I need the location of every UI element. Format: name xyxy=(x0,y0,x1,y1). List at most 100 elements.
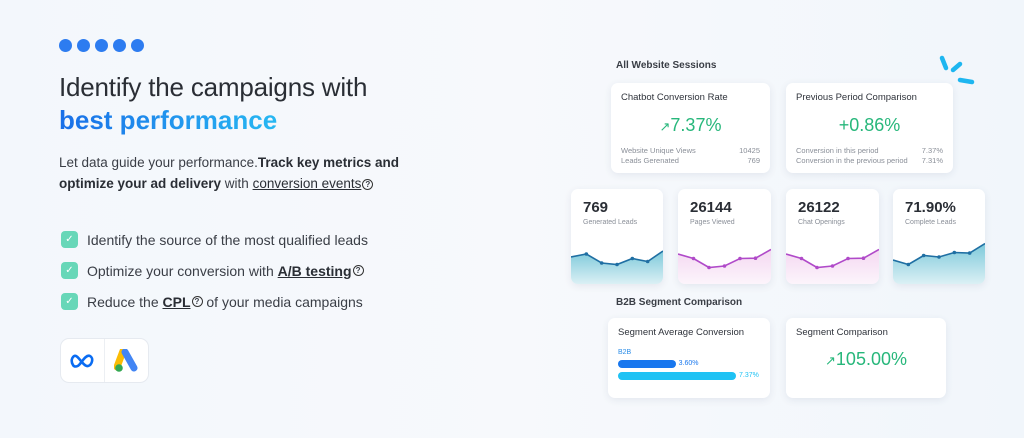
row-label: Conversion in this period xyxy=(796,146,879,155)
metric-label: Complete Leads xyxy=(905,219,956,226)
sparkline-point xyxy=(707,265,711,270)
metric-card: 26144 Pages Viewed xyxy=(678,189,771,284)
row-value: 7.37% xyxy=(921,146,943,155)
sparkline-point xyxy=(691,256,696,261)
card-title: Segment Average Conversion xyxy=(618,327,745,338)
previous-period-card: Previous Period Comparison +0.86% Conver… xyxy=(786,83,953,173)
row-label: Leads Gerenated xyxy=(621,156,679,165)
metric-value: 71.90% xyxy=(905,199,956,216)
metric-value: 26144 xyxy=(690,199,732,216)
legend-label: B2B xyxy=(618,349,632,356)
bar-chart: 3.60% 7.37% xyxy=(618,358,768,382)
sparkline-point xyxy=(599,261,604,265)
sparkline-point xyxy=(630,256,635,261)
check-icon: ✓ xyxy=(61,293,78,310)
check-icon: ✓ xyxy=(61,262,78,279)
sparkline-point xyxy=(846,256,850,261)
bar-label: 7.37% xyxy=(739,372,759,379)
bar-row: 3.60% xyxy=(618,358,768,369)
sparkline-point xyxy=(738,256,742,261)
description: Let data guide your performance.Track ke… xyxy=(59,152,439,194)
dot xyxy=(113,39,126,52)
section-title: All Website Sessions xyxy=(616,60,717,71)
row-value: 7.31% xyxy=(921,156,943,165)
description-text: Let data guide your performance. xyxy=(59,155,258,170)
card-title: Chatbot Conversion Rate xyxy=(621,92,728,103)
sparkline-point xyxy=(799,256,804,261)
row-label: Website Unique Views xyxy=(621,146,696,155)
description-text: with xyxy=(221,176,253,191)
sparkline-point xyxy=(830,264,835,268)
metric-card: 71.90% Complete Leads xyxy=(893,189,985,284)
chatbot-conversion-card: Chatbot Conversion Rate ↗7.37% Website U… xyxy=(611,83,770,173)
metric-label: Pages Viewed xyxy=(690,219,735,226)
list-item: ✓ Reduce the CPL? of your media campaigns xyxy=(61,286,368,317)
metric-label: Generated Leads xyxy=(583,219,638,226)
conversion-events-link[interactable]: conversion events xyxy=(252,176,362,191)
sparkline-point xyxy=(753,256,758,260)
cpl-link[interactable]: CPL xyxy=(162,293,191,310)
metric-value: 26122 xyxy=(798,199,840,216)
help-icon[interactable]: ? xyxy=(362,179,374,190)
card-value: +0.86% xyxy=(838,115,901,135)
description-bold: Track key metrics and optimize your ad d… xyxy=(59,155,399,191)
list-item-text: of your media campaigns xyxy=(202,293,363,310)
sparkline-area xyxy=(571,251,663,284)
sparkle-icon xyxy=(939,55,975,85)
sparkline-point xyxy=(645,259,650,264)
card-rows: Website Unique Views 10425 Leads Gerenate… xyxy=(621,146,760,166)
meta-logo-icon[interactable] xyxy=(61,339,105,382)
google-ads-logo-icon[interactable] xyxy=(105,339,148,382)
bar-label: 3.60% xyxy=(678,360,699,367)
headline-highlight: best performance xyxy=(59,105,278,135)
feature-list: ✓ Identify the source of the most qualifi… xyxy=(61,224,368,317)
list-item-text: Reduce the xyxy=(87,293,163,310)
row-label: Conversion in the previous period xyxy=(796,156,908,165)
pagination-dots xyxy=(59,39,144,52)
sparkline xyxy=(893,242,985,284)
sparkline xyxy=(786,248,879,284)
segment-comparison-card: Segment Comparison ↗105.00% xyxy=(786,318,946,398)
value-text: 7.37% xyxy=(670,115,722,135)
card-rows: Conversion in this period 7.37% Conversio… xyxy=(796,146,943,166)
sparkline-point xyxy=(615,262,619,267)
list-item-text: Optimize your conversion with xyxy=(87,262,278,279)
sparkline-point xyxy=(861,256,866,260)
sparkline-point xyxy=(722,264,727,268)
card-title: Segment Comparison xyxy=(796,327,888,338)
list-item: ✓ Identify the source of the most qualifi… xyxy=(61,224,368,255)
sparkline-point xyxy=(815,265,819,270)
sparkline-point xyxy=(584,252,589,256)
bar xyxy=(618,359,676,368)
dot xyxy=(131,39,144,52)
bar xyxy=(618,371,736,380)
sparkline-point xyxy=(921,253,926,258)
trend-up-icon: ↗ xyxy=(825,353,836,368)
sparkline-point xyxy=(967,251,972,255)
trend-up-icon: ↗ xyxy=(659,119,671,134)
card-value: ↗105.00% xyxy=(786,349,946,370)
card-title: Previous Period Comparison xyxy=(796,92,917,103)
sparkline-point xyxy=(906,262,911,267)
ab-testing-link[interactable]: A/B testing xyxy=(277,262,352,279)
list-item-text: Identify the source of the most qualifie… xyxy=(87,231,368,248)
dot xyxy=(59,39,72,52)
list-item: ✓ Optimize your conversion with A/B testi… xyxy=(61,255,368,286)
sparkline xyxy=(678,248,771,284)
help-icon[interactable]: ? xyxy=(352,265,364,276)
check-icon: ✓ xyxy=(61,231,78,248)
row-value: 769 xyxy=(747,156,760,165)
metric-label: Chat Openings xyxy=(798,219,845,226)
section-title: B2B Segment Comparison xyxy=(616,297,743,308)
card-value: ↗7.37% xyxy=(611,115,770,136)
metric-card: 26122 Chat Openings xyxy=(786,189,879,284)
row-value: 10425 xyxy=(739,146,760,155)
bar-row: 7.37% xyxy=(618,370,768,381)
value-text: 105.00% xyxy=(835,349,907,369)
segment-average-card: Segment Average Conversion B2B 3.60% 7.37… xyxy=(608,318,770,398)
integrations-logos xyxy=(60,338,149,383)
sparkline-point xyxy=(937,255,941,259)
sparkline-area xyxy=(893,243,985,284)
help-icon[interactable]: ? xyxy=(191,296,203,307)
dot xyxy=(77,39,90,52)
